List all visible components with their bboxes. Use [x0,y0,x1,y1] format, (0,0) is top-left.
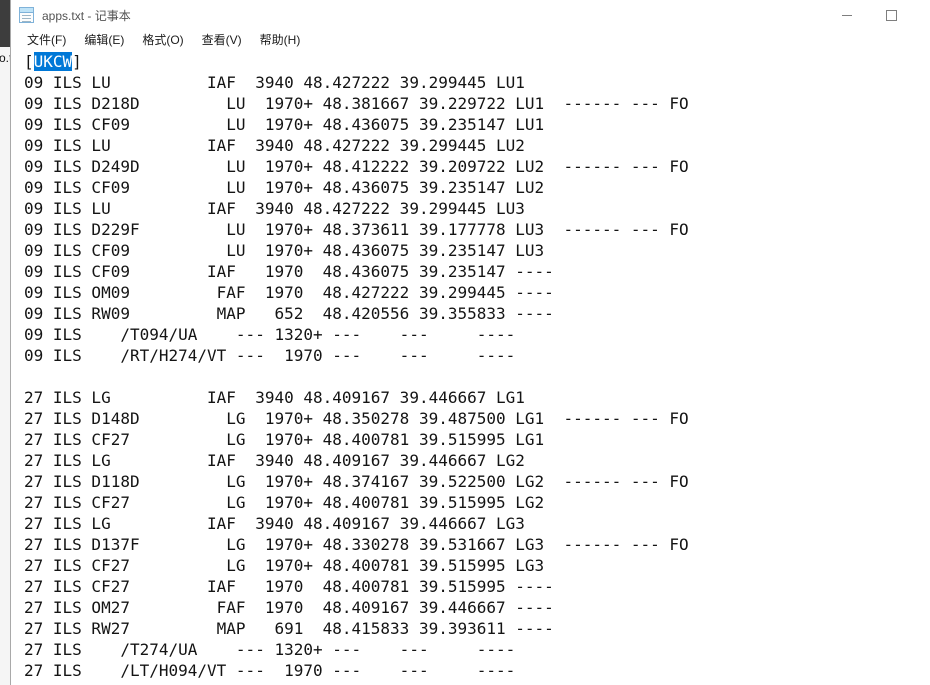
text-line: 09 ILS LU IAF 3940 48.427222 39.299445 L… [24,73,525,92]
text-line: 09 ILS LU IAF 3940 48.427222 39.299445 L… [24,136,525,155]
background-window[interactable]: o.t [0,0,13,685]
text-line: 27 ILS /LT/H094/VT --- 1970 --- --- ---- [24,661,516,680]
notepad-window: apps.txt - 记事本 × 文件(F) 编辑(E) 格式(O) 查看(V)… [10,0,930,685]
menu-item-view[interactable]: 查看(V) [201,33,242,47]
window-title: apps.txt - 记事本 [42,8,131,23]
menu-item-edit[interactable]: 编辑(E) [84,33,125,47]
text-line: 27 ILS CF27 LG 1970+ 48.400781 39.515995… [24,556,545,575]
text-line: 09 ILS CF09 LU 1970+ 48.436075 39.235147… [24,178,545,197]
text-line: 09 ILS OM09 FAF 1970 48.427222 39.299445… [24,283,554,302]
text-line: 09 ILS /T094/UA --- 1320+ --- --- ---- [24,325,516,344]
minimize-icon [842,14,852,16]
text-line: 09 ILS D249D LU 1970+ 48.412222 39.20972… [24,157,689,176]
text-line: 27 ILS OM27 FAF 1970 48.409167 39.446667… [24,598,554,617]
bracket-close: ] [72,52,82,71]
text-editor-area[interactable]: [UKCW] 09 ILS LU IAF 3940 48.427222 39.2… [11,50,930,685]
text-line: 09 ILS D229F LU 1970+ 48.373611 39.17777… [24,220,689,239]
title-bar: apps.txt - 记事本 × [11,0,930,30]
text-line: 27 ILS CF27 LG 1970+ 48.400781 39.515995… [24,493,545,512]
maximize-icon [885,9,897,21]
window-controls: × [825,0,930,30]
text-line: 27 ILS D137F LG 1970+ 48.330278 39.53166… [24,535,689,554]
selected-text: UKCW [33,52,73,71]
bracket-open: [ [24,52,34,71]
text-line: 27 ILS CF27 IAF 1970 48.400781 39.515995… [24,577,554,596]
menu-item-file[interactable]: 文件(F) [27,33,67,47]
text-line: 09 ILS CF09 IAF 1970 48.436075 39.235147… [24,262,554,281]
maximize-button[interactable] [869,0,913,30]
text-line: 09 ILS CF09 LU 1970+ 48.436075 39.235147… [24,115,545,134]
text-line-header: [UKCW] [24,51,930,72]
background-window-titlebar [0,0,10,47]
text-line: 09 ILS /RT/H274/VT --- 1970 --- --- ---- [24,346,516,365]
text-line: 27 ILS D118D LG 1970+ 48.374167 39.52250… [24,472,689,491]
text-line: 27 ILS LG IAF 3940 48.409167 39.446667 L… [24,388,525,407]
text-line: 09 ILS RW09 MAP 652 48.420556 39.355833 … [24,304,554,323]
notepad-icon [19,7,34,23]
text-line: 27 ILS RW27 MAP 691 48.415833 39.393611 … [24,619,554,638]
editor-lines: 09 ILS LU IAF 3940 48.427222 39.299445 L… [24,72,930,681]
text-line: 27 ILS LG IAF 3940 48.409167 39.446667 L… [24,451,525,470]
close-button[interactable]: × [913,0,930,30]
text-line: 27 ILS CF27 LG 1970+ 48.400781 39.515995… [24,430,545,449]
text-line [24,366,930,387]
background-window-text: o.t [0,51,13,65]
menu-item-help[interactable]: 帮助(H) [259,33,301,47]
text-line: 09 ILS D218D LU 1970+ 48.381667 39.22972… [24,94,689,113]
text-line: 09 ILS CF09 LU 1970+ 48.436075 39.235147… [24,241,545,260]
menu-bar: 文件(F) 编辑(E) 格式(O) 查看(V) 帮助(H) [11,30,930,50]
text-line: 27 ILS /T274/UA --- 1320+ --- --- ---- [24,640,516,659]
menu-item-format[interactable]: 格式(O) [142,33,184,47]
minimize-button[interactable] [825,0,869,30]
text-line: 09 ILS LU IAF 3940 48.427222 39.299445 L… [24,199,525,218]
text-line: 27 ILS D148D LG 1970+ 48.350278 39.48750… [24,409,689,428]
text-line: 27 ILS LG IAF 3940 48.409167 39.446667 L… [24,514,525,533]
